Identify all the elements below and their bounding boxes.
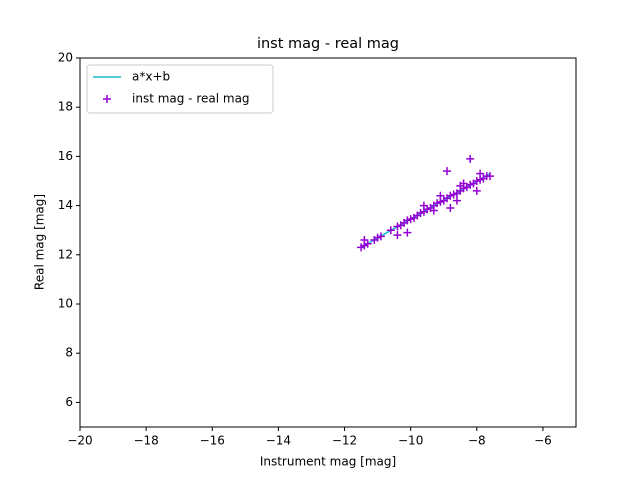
- point: [472, 186, 481, 195]
- point: [446, 204, 455, 213]
- point: [419, 201, 428, 210]
- legend-swatch: [103, 95, 111, 103]
- point: [393, 231, 402, 240]
- x-tick-label: −8: [468, 434, 486, 448]
- x-axis-label: Instrument mag [mag]: [260, 455, 396, 469]
- x-tick-label: −6: [534, 434, 552, 448]
- y-tick-label: 16: [58, 149, 73, 163]
- point: [376, 232, 385, 241]
- y-axis-label: Real mag [mag]: [33, 194, 47, 290]
- point: [443, 167, 452, 176]
- y-tick-label: 12: [58, 247, 73, 261]
- legend-box: [86, 64, 274, 114]
- y-tick-label: 14: [58, 198, 73, 212]
- x-tick-label: −18: [133, 434, 158, 448]
- point: [476, 169, 485, 178]
- x-tick-label: −12: [332, 434, 357, 448]
- x-tick-label: −10: [398, 434, 423, 448]
- point: [456, 181, 465, 190]
- x-tick-label: −14: [266, 434, 291, 448]
- y-tick-label: 10: [58, 297, 73, 311]
- x-tick-label: −20: [67, 434, 92, 448]
- y-tick-label: 6: [65, 395, 73, 409]
- legend-label: a*x+b: [132, 70, 170, 84]
- point: [386, 226, 395, 235]
- chart-title: inst mag - real mag: [257, 36, 399, 52]
- y-tick-label: 20: [58, 51, 73, 65]
- point: [486, 172, 495, 181]
- point: [429, 206, 438, 215]
- point: [403, 228, 412, 237]
- x-tick-label: −16: [200, 434, 225, 448]
- fit-line: [360, 172, 491, 249]
- legend-label: inst mag - real mag: [132, 92, 250, 106]
- point: [466, 154, 475, 163]
- point: [452, 196, 461, 205]
- point: [436, 191, 445, 200]
- plot-frame: [79, 57, 577, 428]
- point: [360, 236, 369, 245]
- y-tick-label: 8: [65, 346, 73, 360]
- y-tick-label: 18: [58, 100, 73, 114]
